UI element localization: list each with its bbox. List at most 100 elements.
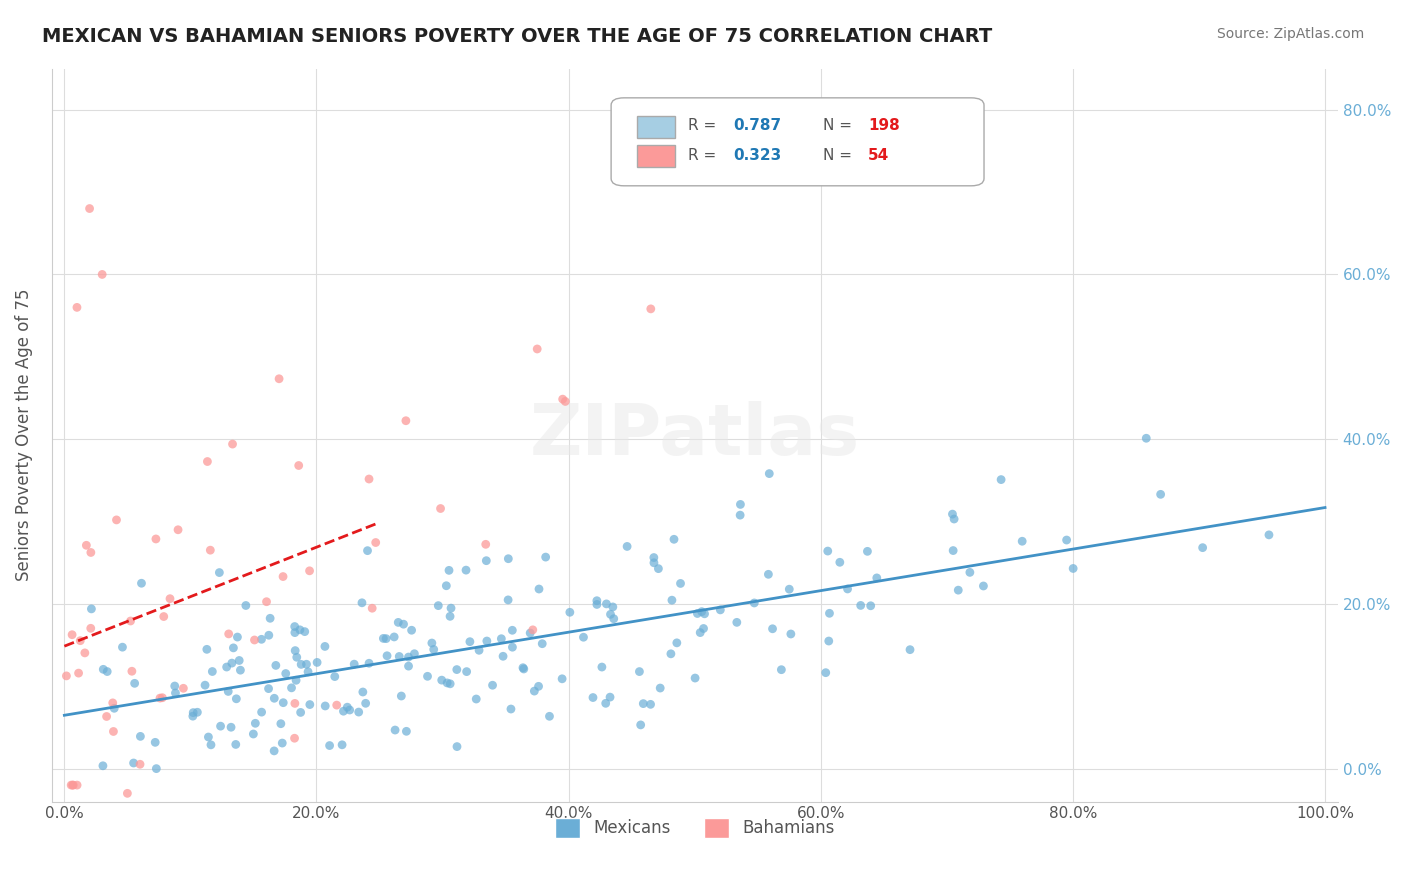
Point (221, 656, 243, 670)
Point (62, 778, 84, 792)
Point (91, 268, 114, 282)
Point (665, 636, 688, 650)
Point (849, 599, 872, 613)
Point (208, 566, 231, 580)
Point (817, 544, 839, 558)
Point (66, 301, 89, 315)
Point (398, 650, 420, 665)
Point (990, 473, 1012, 487)
Point (779, 627, 801, 641)
Point (330, 738, 353, 752)
Y-axis label: Seniors Poverty Over the Age of 75: Seniors Poverty Over the Age of 75 (15, 289, 32, 582)
Point (298, 564, 321, 578)
Point (101, 696, 124, 710)
Point (79, 202, 101, 216)
Point (69, 633, 91, 648)
Point (350, 596, 373, 610)
Point (314, 640, 336, 654)
Point (959, 566, 981, 580)
Text: 0.787: 0.787 (734, 119, 782, 133)
Point (129, 730, 152, 744)
Point (364, 535, 387, 549)
Text: 198: 198 (869, 119, 900, 133)
Point (454, 563, 477, 577)
Point (534, 550, 557, 565)
Point (458, 634, 481, 648)
Point (145, 762, 167, 776)
Point (1149, 487, 1171, 501)
Point (186, 705, 208, 719)
Point (375, 632, 398, 646)
Point (117, 786, 139, 800)
Text: R =: R = (689, 147, 721, 162)
Point (195, 642, 218, 657)
Point (297, 665, 319, 679)
Point (339, 703, 361, 717)
Point (62, 778, 84, 792)
Point (643, 556, 665, 570)
Point (91, 662, 114, 676)
Point (1191, 541, 1213, 555)
Point (814, 665, 837, 680)
Point (650, 681, 672, 695)
Point (818, 607, 841, 621)
Point (294, 624, 316, 639)
Point (263, 691, 285, 706)
Point (250, 705, 273, 719)
Point (430, 673, 453, 687)
Point (416, 669, 439, 683)
Point (475, 554, 498, 568)
Point (523, 684, 546, 698)
Point (375, 648, 398, 663)
Point (828, 555, 851, 569)
Text: N =: N = (824, 119, 858, 133)
Point (709, 603, 731, 617)
Point (647, 561, 669, 575)
Point (318, 739, 340, 753)
Point (352, 685, 374, 699)
Point (245, 716, 267, 731)
Point (595, 696, 617, 710)
Point (401, 624, 423, 638)
Point (181, 706, 204, 720)
Point (215, 660, 238, 674)
Point (693, 607, 716, 621)
Point (434, 579, 457, 593)
Point (522, 623, 544, 637)
Point (250, 632, 273, 647)
Point (361, 601, 384, 615)
Point (898, 642, 921, 657)
Point (73, 646, 96, 660)
Point (436, 676, 458, 690)
Point (67, 666, 90, 681)
Point (572, 630, 595, 644)
Point (209, 719, 232, 733)
Point (554, 394, 576, 409)
Point (219, 720, 242, 734)
Point (395, 724, 418, 739)
Point (456, 665, 478, 679)
Point (120, 614, 142, 628)
Point (307, 656, 329, 670)
Text: Source: ZipAtlas.com: Source: ZipAtlas.com (1216, 27, 1364, 41)
Point (446, 739, 468, 754)
Point (640, 301, 662, 316)
Point (347, 705, 370, 719)
Point (513, 662, 536, 676)
Point (284, 625, 307, 640)
Point (669, 576, 692, 591)
Point (284, 643, 307, 657)
Point (143, 735, 166, 749)
Point (586, 593, 609, 607)
Point (287, 458, 309, 473)
Point (60, 628, 83, 642)
Point (1062, 561, 1084, 575)
Point (972, 579, 994, 593)
Point (163, 679, 186, 693)
Point (159, 591, 181, 606)
Point (446, 663, 468, 677)
Point (856, 544, 879, 558)
Text: ZIPatlas: ZIPatlas (530, 401, 859, 469)
Point (75, 538, 97, 552)
Point (91, 759, 114, 773)
